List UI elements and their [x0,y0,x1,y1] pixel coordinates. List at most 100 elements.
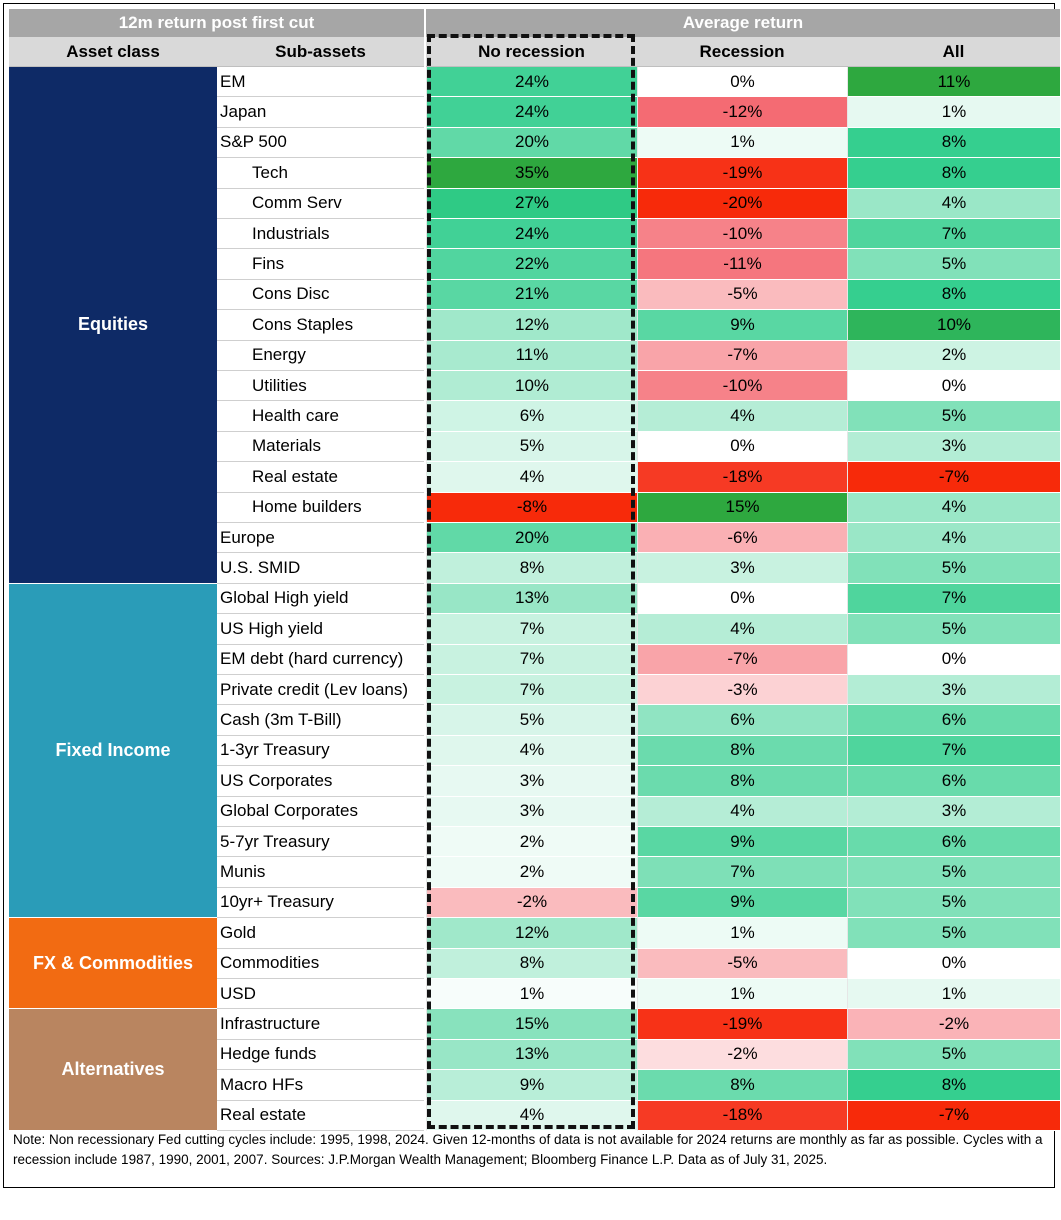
sub-asset-label: S&P 500 [217,128,424,159]
cell-no-recession: 3% [426,766,637,797]
sub-asset-label: Cons Staples [217,310,424,341]
sub-asset-label: Home builders [217,493,424,523]
cell-all: 5% [847,1039,1060,1071]
cell-all: 8% [847,127,1060,159]
cell-all: 11% [847,67,1060,98]
cell-recession: 8% [637,735,847,767]
cell-all: 10% [847,310,1060,341]
cell-recession: 1% [637,918,847,949]
sub-asset-label: 5-7yr Treasury [217,827,424,858]
sub-asset-label: Commodities [217,949,424,979]
cell-all: 5% [847,857,1060,888]
cell-recession: -7% [637,340,847,371]
cell-no-recession: 5% [426,431,637,463]
cell-all: 7% [847,735,1060,767]
cell-recession: 8% [637,1070,847,1101]
sub-asset-label: Utilities [217,371,424,402]
asset-class-fixed-income: Fixed Income [9,583,217,919]
cell-no-recession: -8% [426,492,637,523]
sub-asset-label: Real estate [217,1101,424,1131]
sub-asset-label: Private credit (Lev loans) [217,675,424,706]
cell-all: 3% [847,431,1060,463]
cell-no-recession: 20% [426,523,637,554]
cell-all: 1% [847,979,1060,1010]
cell-recession: -2% [637,1039,847,1071]
cell-recession: 9% [637,887,847,919]
cell-all: 7% [847,583,1060,615]
sub-asset-label: Real estate [217,462,424,493]
cell-recession: 6% [637,705,847,736]
sub-asset-label: US High yield [217,614,424,645]
cell-recession: 9% [637,310,847,341]
cell-recession: -18% [637,1100,847,1131]
cell-no-recession: 9% [426,1070,637,1101]
sub-asset-label: Fins [217,249,424,280]
cell-all: 3% [847,675,1060,706]
sub-asset-label: Europe [217,523,424,554]
cell-no-recession: 21% [426,279,637,311]
sub-asset-label: Health care [217,401,424,432]
cell-recession: -12% [637,97,847,128]
cell-recession: -11% [637,249,847,280]
sub-asset-label: Hedge funds [217,1040,424,1071]
cell-no-recession: 20% [426,127,637,159]
cell-recession: 1% [637,979,847,1010]
cell-no-recession: 12% [426,918,637,949]
cell-no-recession: 3% [426,796,637,827]
cell-recession: 4% [637,614,847,645]
sub-asset-label: Energy [217,341,424,371]
cell-all: 3% [847,796,1060,827]
sub-asset-label: EM debt (hard currency) [217,645,424,675]
cell-no-recession: 13% [426,1039,637,1071]
cell-all: 2% [847,340,1060,371]
cell-no-recession: 24% [426,219,637,250]
sub-asset-label: USD [217,979,424,1010]
cell-no-recession: 24% [426,67,637,98]
cell-no-recession: 10% [426,371,637,402]
cell-no-recession: 35% [426,158,637,189]
col-header-asset-class: Asset class [9,37,217,67]
cell-all: 5% [847,401,1060,432]
cell-no-recession: 13% [426,583,637,615]
cell-all: 0% [847,371,1060,402]
cell-recession: -6% [637,523,847,554]
sub-asset-label: US Corporates [217,766,424,797]
cell-no-recession: 4% [426,1100,637,1131]
cell-all: 4% [847,188,1060,219]
cell-recession: 3% [637,553,847,584]
sub-asset-label: Munis [217,857,424,888]
cell-recession: 15% [637,492,847,523]
header-left-title: 12m return post first cut [9,9,424,37]
cell-all: 5% [847,553,1060,584]
cell-all: 6% [847,827,1060,858]
cell-no-recession: 12% [426,310,637,341]
col-header-sub-assets: Sub-assets [217,37,424,67]
cell-all: 5% [847,249,1060,280]
returns-table: 12m return post first cut Average return… [9,9,1060,1131]
cell-all: 8% [847,1070,1060,1101]
cell-no-recession: 7% [426,644,637,675]
col-header-all: All [847,37,1060,67]
cell-all: 0% [847,948,1060,979]
cell-no-recession: 27% [426,188,637,219]
footnote: Note: Non recessionary Fed cutting cycle… [13,1132,1043,1167]
cell-all: -7% [847,1100,1060,1131]
sub-asset-label: EM [217,67,424,98]
cell-no-recession: 7% [426,614,637,645]
cell-no-recession: 15% [426,1009,637,1040]
cell-no-recession: 1% [426,979,637,1010]
cell-all: 4% [847,523,1060,554]
cell-no-recession: 8% [426,553,637,584]
col-header-recession: Recession [637,37,847,67]
cell-all: 6% [847,705,1060,736]
sub-asset-label: Gold [217,918,424,949]
sub-asset-label: Tech [217,158,424,189]
cell-recession: -20% [637,188,847,219]
asset-class-equities: Equities [9,67,217,584]
sub-asset-label: U.S. SMID [217,553,424,584]
cell-recession: 9% [637,827,847,858]
cell-all: 5% [847,918,1060,949]
sub-asset-label: 1-3yr Treasury [217,736,424,767]
sub-asset-label: Infrastructure [217,1009,424,1040]
cell-no-recession: 22% [426,249,637,280]
